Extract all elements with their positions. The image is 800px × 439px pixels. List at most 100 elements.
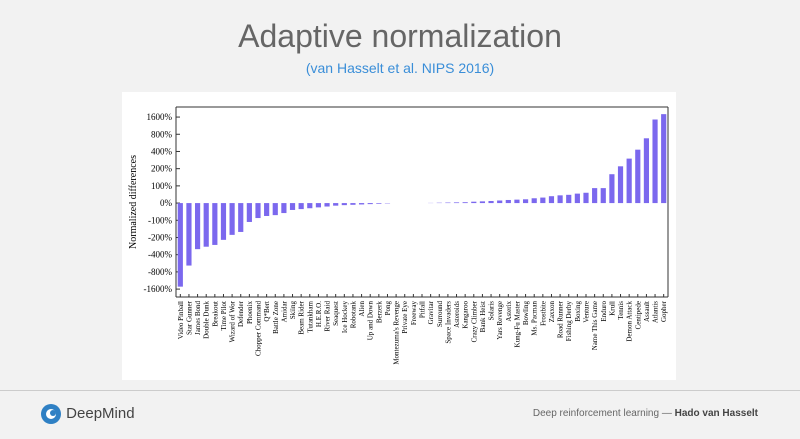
- bar: [289, 203, 296, 210]
- credit-topic: Deep reinforcement learning —: [532, 408, 672, 419]
- x-tick-label: Beam Rider: [298, 300, 306, 334]
- bar: [635, 149, 641, 204]
- bar: [367, 203, 373, 205]
- x-tick-label: Alien: [358, 301, 366, 317]
- y-axis-label: Normalized differences: [128, 155, 139, 249]
- bar: [264, 203, 270, 216]
- x-tick-label: Name This Game: [591, 301, 599, 350]
- x-tick-label: Tennis: [617, 301, 625, 320]
- x-tick-label: Skiing: [289, 301, 297, 320]
- x-tick-label: Atlantis: [652, 301, 660, 323]
- x-tick-label: H.E.R.O.: [315, 301, 323, 327]
- x-tick-label: James Bond: [194, 301, 202, 336]
- bar: [471, 201, 477, 204]
- x-tick-label: Pitfall: [419, 301, 427, 318]
- bar: [238, 203, 244, 232]
- bar: [324, 203, 330, 207]
- x-tick-label: Kung-Fu Master: [513, 300, 521, 347]
- bar: [186, 203, 192, 266]
- x-tick-label: Amidar: [280, 300, 288, 322]
- x-tick-label: Tutankham: [306, 300, 314, 332]
- logo-icon: [41, 404, 61, 424]
- x-tick-label: Defender: [237, 300, 245, 327]
- bar: [617, 166, 624, 204]
- bar: [600, 188, 606, 204]
- bar: [333, 203, 339, 206]
- x-tick-label: Ice Hockey: [341, 301, 349, 334]
- bar: [272, 203, 278, 216]
- y-tick-label: -800%: [148, 267, 172, 277]
- x-tick-label: Assault: [643, 301, 651, 322]
- bar: [609, 174, 615, 204]
- x-tick-label: Krull: [608, 301, 616, 316]
- x-tick-label: Private Eye: [401, 301, 409, 333]
- x-tick-label: Fishing Derby: [565, 301, 573, 342]
- x-tick-label: Berzerk: [375, 301, 383, 324]
- bar: [626, 158, 632, 204]
- x-tick-label: Star Gunner: [185, 300, 193, 335]
- bar: [453, 202, 460, 204]
- bar: [540, 197, 546, 204]
- bar: [194, 203, 201, 250]
- credit: Deep reinforcement learning — Hado van H…: [533, 408, 758, 419]
- x-tick-label: Centipede: [634, 301, 642, 329]
- bar: [341, 203, 347, 206]
- bar: [177, 203, 183, 287]
- y-tick-label: -1600%: [144, 284, 173, 294]
- bar: [505, 199, 511, 204]
- bar: [246, 203, 252, 222]
- x-tick-label: Freeway: [410, 301, 418, 326]
- bar: [376, 203, 382, 204]
- x-tick-label: Montezuma's Revenge: [393, 301, 401, 365]
- x-tick-label: Venture: [583, 301, 591, 323]
- x-tick-label: Robotank: [349, 301, 357, 329]
- bar: [592, 188, 598, 204]
- bar: [358, 203, 365, 205]
- x-tick-label: Pong: [384, 301, 392, 316]
- bar: [488, 201, 494, 204]
- logo: DeepMind: [40, 403, 135, 425]
- x-tick-label: Wizard of Wor: [229, 300, 237, 342]
- x-tick-label: Road Runner: [557, 300, 565, 338]
- bar: [652, 119, 658, 204]
- bar: [203, 203, 209, 247]
- bar: [350, 203, 356, 205]
- x-tick-label: Seaquest: [332, 301, 340, 326]
- x-tick-label: Chopper Command: [255, 301, 263, 357]
- bar: [307, 203, 313, 209]
- x-tick-label: Asteroids: [453, 301, 461, 328]
- x-tick-label: Solaris: [488, 301, 496, 321]
- y-tick-label: -400%: [148, 250, 172, 260]
- bar: [566, 194, 572, 204]
- bar: [298, 203, 304, 210]
- y-tick-label: -100%: [148, 215, 172, 225]
- bar: [583, 192, 589, 204]
- x-tick-label: Demon Attack: [626, 301, 634, 342]
- bar: [479, 201, 486, 204]
- x-tick-label: Space Invaders: [444, 301, 452, 344]
- x-tick-label: Crazy Climber: [470, 300, 478, 342]
- x-tick-label: Gravitar: [427, 300, 435, 324]
- footer-rule: [0, 390, 800, 391]
- y-tick-label: 100%: [151, 181, 173, 191]
- bar: [315, 203, 322, 208]
- x-tick-label: Up and Down: [367, 301, 375, 341]
- x-tick-label: Breakout: [211, 301, 219, 327]
- x-tick-label: Bank Heist: [479, 301, 487, 332]
- bar: [445, 202, 451, 204]
- bar: [557, 195, 563, 204]
- bar: [281, 203, 287, 214]
- y-tick-label: 400%: [151, 146, 173, 156]
- slide-subtitle: (van Hasselt et al. NIPS 2016): [305, 60, 495, 76]
- bar: [514, 199, 520, 204]
- x-tick-label: Yars Revenge: [496, 301, 504, 340]
- credit-author: Hado van Hasselt: [674, 408, 758, 419]
- x-tick-label: Enduro: [600, 301, 608, 322]
- logo-text: DeepMind: [66, 404, 135, 422]
- y-tick-label: 800%: [151, 129, 173, 139]
- bar: [220, 203, 227, 240]
- bar: [574, 193, 580, 204]
- bar: [531, 198, 537, 204]
